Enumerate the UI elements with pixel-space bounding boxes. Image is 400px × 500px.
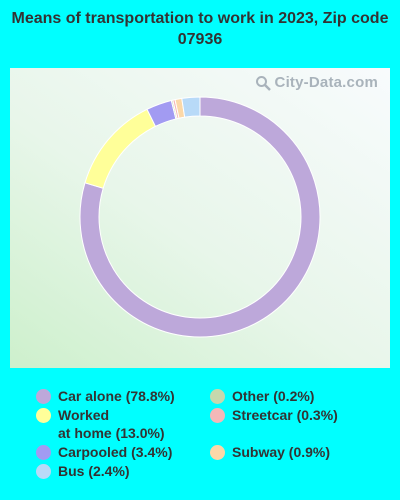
legend-item-other: Other (0.2%)	[210, 387, 314, 405]
slice-worked-at-home	[84, 108, 157, 189]
legend-label-subway: Subway (0.9%)	[232, 444, 331, 460]
watermark-text: City-Data.com	[274, 74, 378, 91]
watermark: City-Data.com	[255, 74, 378, 91]
plot-area: City-Data.com	[10, 68, 390, 368]
magnifier-icon	[255, 75, 271, 91]
legend-swatch-worked-at-home	[36, 408, 51, 423]
legend-swatch-subway	[210, 445, 225, 460]
legend-swatch-streetcar	[210, 408, 225, 423]
legend-swatch-other	[210, 389, 225, 404]
chart-title: Means of transportation to work in 2023,…	[11, 10, 389, 48]
legend-item-carpooled: Carpooled (3.4%)	[36, 443, 172, 461]
legend-label-carpooled: Carpooled (3.4%)	[58, 444, 173, 460]
legend-swatch-car-alone	[36, 389, 51, 404]
legend-item-car-alone: Car alone (78.8%)	[36, 387, 175, 405]
legend-swatch-bus	[36, 464, 51, 479]
legend-label-other: Other (0.2%)	[232, 388, 315, 404]
legend-item-worked-at-home: Worked at home (13.0%)	[36, 406, 165, 442]
legend-item-streetcar: Streetcar (0.3%)	[210, 406, 338, 424]
legend: Car alone (78.8%) Worked at home (13.0%) Ca…	[0, 385, 400, 495]
slice-bus	[181, 96, 201, 118]
donut-chart	[79, 96, 321, 338]
slice-car-alone	[79, 96, 321, 338]
legend-swatch-carpooled	[36, 445, 51, 460]
legend-label-car-alone: Car alone (78.8%)	[58, 388, 175, 404]
legend-label-bus: Bus (2.4%)	[58, 463, 130, 479]
legend-label-worked-at-home: Worked at home (13.0%)	[58, 407, 165, 441]
legend-item-subway: Subway (0.9%)	[210, 443, 330, 461]
legend-item-bus: Bus (2.4%)	[36, 462, 130, 480]
legend-label-streetcar: Streetcar (0.3%)	[232, 407, 338, 423]
